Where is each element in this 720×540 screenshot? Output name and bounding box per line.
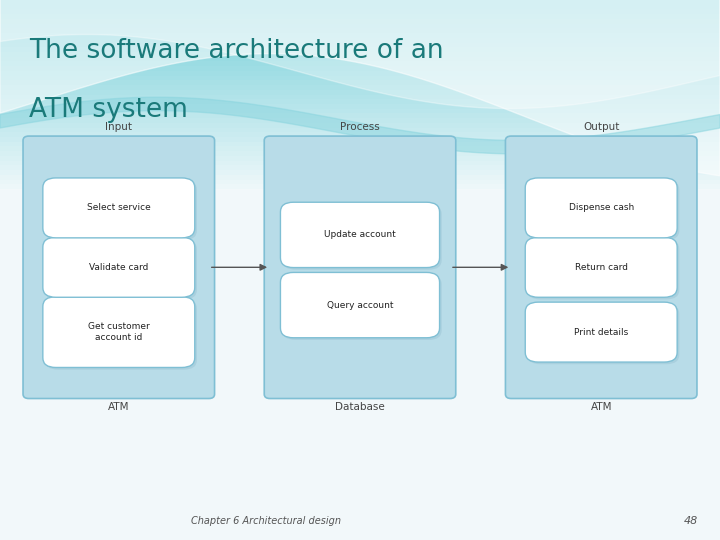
Bar xyxy=(0,141,720,146)
FancyBboxPatch shape xyxy=(280,202,439,268)
FancyBboxPatch shape xyxy=(45,180,197,240)
Bar xyxy=(0,123,720,127)
FancyBboxPatch shape xyxy=(527,180,679,240)
Text: ATM: ATM xyxy=(108,402,130,413)
Text: Chapter 6 Architectural design: Chapter 6 Architectural design xyxy=(192,516,341,526)
Bar xyxy=(0,165,720,170)
Bar xyxy=(0,189,720,540)
Bar xyxy=(0,118,720,123)
Bar xyxy=(0,24,720,28)
FancyBboxPatch shape xyxy=(264,136,456,399)
Bar xyxy=(0,5,720,9)
Text: 48: 48 xyxy=(684,516,698,526)
Bar xyxy=(0,80,720,85)
Bar xyxy=(0,14,720,19)
Bar xyxy=(0,94,720,99)
Bar xyxy=(0,99,720,104)
FancyBboxPatch shape xyxy=(527,240,679,299)
Bar xyxy=(0,160,720,165)
Bar xyxy=(0,76,720,80)
Bar xyxy=(0,146,720,151)
FancyBboxPatch shape xyxy=(43,297,194,367)
Bar xyxy=(0,33,720,38)
Text: ATM system: ATM system xyxy=(29,97,188,123)
FancyBboxPatch shape xyxy=(525,302,677,362)
Text: Select service: Select service xyxy=(87,204,150,212)
FancyBboxPatch shape xyxy=(43,178,194,238)
Text: Validate card: Validate card xyxy=(89,263,148,272)
Bar xyxy=(0,132,720,137)
Bar xyxy=(0,175,720,179)
FancyBboxPatch shape xyxy=(23,136,215,399)
Bar xyxy=(0,184,720,189)
Text: Print details: Print details xyxy=(574,328,629,336)
FancyBboxPatch shape xyxy=(282,275,441,340)
Text: ATM: ATM xyxy=(590,402,612,413)
Bar xyxy=(0,71,720,76)
Bar xyxy=(0,57,720,62)
Bar xyxy=(0,113,720,118)
FancyBboxPatch shape xyxy=(525,238,677,297)
Text: Output: Output xyxy=(583,122,619,132)
Text: Query account: Query account xyxy=(327,301,393,309)
Bar xyxy=(0,43,720,47)
Bar xyxy=(0,47,720,52)
Text: Database: Database xyxy=(335,402,385,413)
Bar xyxy=(0,28,720,33)
FancyBboxPatch shape xyxy=(45,240,197,299)
FancyBboxPatch shape xyxy=(280,272,439,338)
Text: Get customer
account id: Get customer account id xyxy=(88,322,150,342)
Bar xyxy=(0,137,720,141)
FancyBboxPatch shape xyxy=(45,299,197,369)
Bar xyxy=(0,170,720,175)
Bar xyxy=(0,62,720,66)
Text: Process: Process xyxy=(340,122,380,132)
Bar xyxy=(0,9,720,14)
FancyBboxPatch shape xyxy=(282,205,441,270)
Bar xyxy=(0,90,720,94)
Bar xyxy=(0,85,720,90)
Bar xyxy=(0,0,720,5)
Bar xyxy=(0,19,720,24)
FancyBboxPatch shape xyxy=(527,304,679,364)
Text: The software architecture of an: The software architecture of an xyxy=(29,38,444,64)
Bar xyxy=(0,66,720,71)
FancyBboxPatch shape xyxy=(43,238,194,297)
Bar xyxy=(0,156,720,160)
Text: Update account: Update account xyxy=(324,231,396,239)
Bar xyxy=(0,109,720,113)
Text: Dispense cash: Dispense cash xyxy=(569,204,634,212)
Bar xyxy=(0,179,720,184)
Text: Return card: Return card xyxy=(575,263,628,272)
Bar xyxy=(0,104,720,109)
Bar xyxy=(0,52,720,57)
FancyBboxPatch shape xyxy=(525,178,677,238)
FancyBboxPatch shape xyxy=(505,136,697,399)
Bar xyxy=(0,127,720,132)
Text: Input: Input xyxy=(105,122,132,132)
Bar xyxy=(0,151,720,156)
Bar xyxy=(0,38,720,43)
